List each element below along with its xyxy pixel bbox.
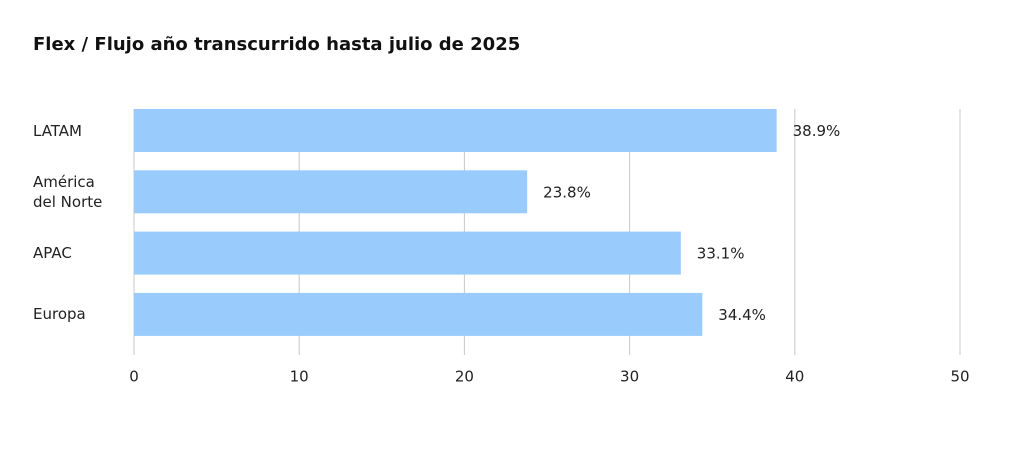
y-tick-label: Europa bbox=[33, 305, 86, 324]
bar bbox=[134, 231, 681, 275]
y-tick-label: APAC bbox=[33, 244, 72, 263]
bar bbox=[134, 292, 703, 336]
value-label: 33.1% bbox=[697, 245, 745, 263]
value-label: 23.8% bbox=[543, 183, 591, 201]
chart-title: Flex / Flujo año transcurrido hasta juli… bbox=[33, 34, 520, 55]
x-tick-label: 20 bbox=[455, 368, 474, 386]
x-tick-label: 50 bbox=[950, 368, 969, 386]
bar bbox=[134, 170, 528, 214]
y-tick-label: LATAM bbox=[33, 121, 82, 140]
value-label: 38.9% bbox=[793, 122, 841, 140]
y-tick-label: América del Norte bbox=[33, 172, 103, 211]
x-tick-label: 0 bbox=[129, 368, 139, 386]
value-label: 34.4% bbox=[718, 306, 766, 324]
x-tick-label: 40 bbox=[785, 368, 804, 386]
bar bbox=[134, 109, 777, 152]
x-tick-label: 30 bbox=[620, 368, 639, 386]
x-tick-label: 10 bbox=[290, 368, 309, 386]
